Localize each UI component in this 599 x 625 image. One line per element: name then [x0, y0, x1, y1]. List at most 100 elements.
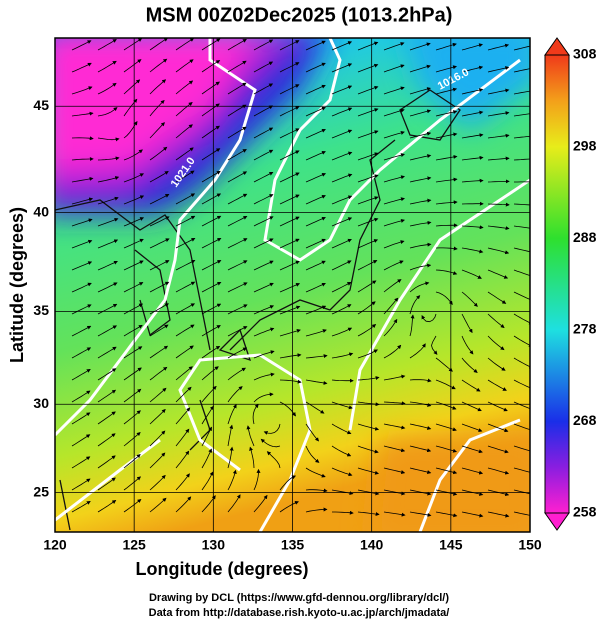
streamline: [305, 445, 320, 463]
streamline: [383, 197, 405, 205]
colorbar-max-extend: [544, 37, 570, 56]
colorbar-min-extend: [544, 512, 570, 531]
streamline: [71, 218, 93, 227]
streamline: [435, 246, 458, 251]
streamline: [149, 474, 166, 491]
streamline: [357, 349, 379, 359]
streamline: [513, 445, 530, 452]
streamline: [253, 39, 274, 51]
streamline: [383, 489, 406, 496]
streamline: [253, 194, 274, 205]
streamline: [71, 500, 91, 513]
streamline: [175, 59, 194, 73]
streamline: [331, 423, 352, 435]
streamline: [513, 401, 530, 411]
streamline: [253, 350, 275, 359]
streamline: [357, 130, 379, 139]
streamline: [227, 494, 241, 513]
y-tick-label: 45: [33, 97, 49, 113]
streamline: [383, 240, 405, 249]
streamline: [331, 238, 352, 249]
streamline: [149, 194, 170, 205]
streamline: [123, 367, 142, 381]
streamline: [435, 401, 457, 410]
streamline: [409, 263, 432, 271]
streamline: [409, 131, 432, 139]
streamline: [227, 171, 248, 183]
streamline: [331, 467, 353, 477]
streamline: [227, 386, 243, 403]
credit: Drawing by DCL (https://www.gfd-dennou.o…: [149, 592, 449, 604]
streamline: [123, 238, 144, 249]
streamline: [383, 42, 405, 51]
streamline: [357, 152, 379, 161]
streamline: [227, 60, 247, 73]
streamline: [513, 335, 530, 347]
streamline: [279, 260, 300, 271]
streamline: [409, 467, 432, 475]
colorbar-scale: [544, 54, 570, 514]
streamline: [149, 387, 167, 403]
streamline: [383, 318, 398, 337]
x-tick-label: 145: [439, 537, 463, 553]
streamline: [409, 489, 432, 496]
streamline: [249, 446, 255, 469]
streamline: [97, 411, 116, 425]
streamline: [253, 260, 274, 271]
streamline: [487, 88, 510, 95]
streamline: [331, 195, 353, 205]
streamline: [123, 499, 142, 513]
streamline: [435, 269, 458, 275]
streamline: [461, 335, 474, 355]
streamline: [409, 343, 426, 359]
streamline: [97, 107, 118, 117]
streamline: [97, 303, 118, 315]
streamline: [331, 260, 352, 271]
streamline: [266, 451, 281, 469]
streamline: [487, 357, 506, 371]
streamline: [487, 269, 509, 279]
streamline: [357, 280, 377, 293]
streamline: [71, 86, 93, 95]
streamline: [487, 291, 507, 304]
streamline: [175, 345, 194, 359]
streamline: [201, 325, 221, 337]
streamline: [279, 84, 300, 95]
streamline: [357, 511, 380, 517]
streamline: [487, 467, 510, 475]
streamline: [305, 62, 326, 73]
title: MSM 00Z02Dec2025 (1013.2hPa): [146, 4, 453, 26]
streamline: [305, 40, 326, 51]
streamline: [279, 216, 300, 227]
streamline: [435, 489, 458, 496]
streamline: [123, 410, 141, 425]
streamline: [435, 467, 458, 475]
streamline: [383, 467, 406, 475]
streamline: [331, 151, 353, 161]
streamline: [279, 329, 301, 337]
streamline: [227, 326, 248, 337]
streamline: [487, 111, 510, 117]
streamline: [279, 40, 300, 51]
streamline: [409, 242, 432, 249]
streamline: [149, 281, 170, 293]
streamline: [487, 66, 510, 73]
streamline: [357, 174, 379, 183]
streamline: [279, 401, 296, 417]
streamline: [357, 41, 379, 51]
streamline: [305, 84, 326, 95]
streamline: [97, 282, 118, 293]
streamline: [305, 282, 326, 293]
streamline: [461, 247, 484, 254]
streamline: [123, 38, 143, 51]
streamline: [357, 63, 379, 73]
streamline: [149, 497, 167, 513]
streamline: [279, 379, 302, 384]
streamline: [279, 62, 300, 73]
streamline: [461, 43, 483, 51]
streamline: [487, 335, 505, 351]
streamline: [487, 423, 509, 433]
streamline: [331, 304, 352, 315]
streamline: [435, 65, 457, 73]
streamline: [253, 149, 274, 161]
